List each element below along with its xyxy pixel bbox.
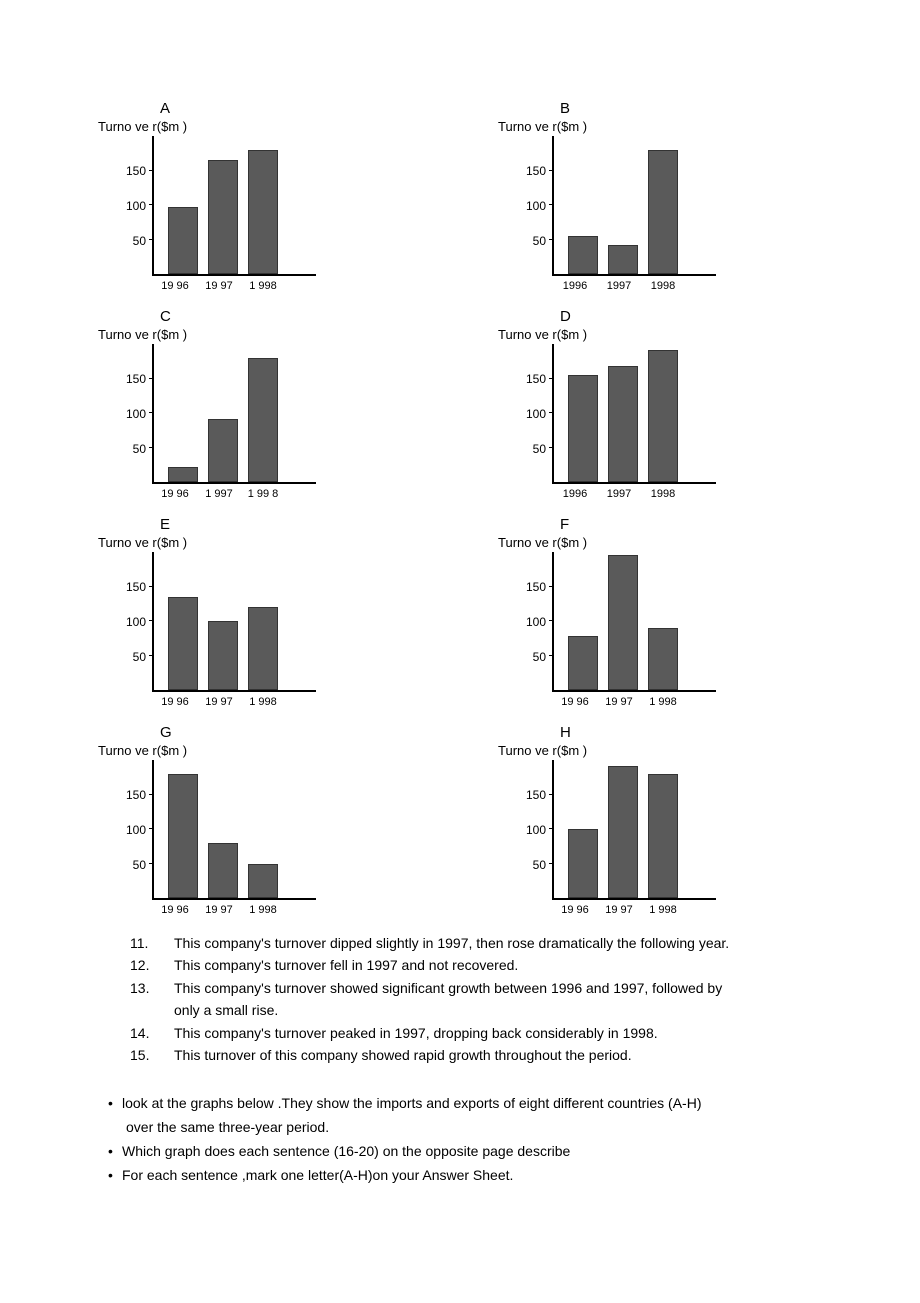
chart-letter: F	[490, 516, 830, 533]
x-axis-labels: 19 9619 971 998	[90, 904, 430, 916]
plot-area	[552, 552, 702, 692]
bar	[608, 766, 638, 898]
bar	[208, 160, 238, 274]
bar	[568, 636, 598, 690]
x-axis-labels: 19 9619 971 998	[490, 904, 830, 916]
chart-a: A Turno ve r($m ) 15010050 19 9619 971 998	[90, 100, 430, 298]
chart-e: E Turno ve r($m ) 15010050 19 9619 971 998	[90, 516, 430, 714]
plot-area	[552, 344, 702, 484]
instruction-line: For each sentence ,mark one letter(A-H)o…	[122, 1164, 513, 1188]
bar	[208, 843, 238, 898]
bar	[208, 621, 238, 690]
y-axis-label: Turno ve r($m )	[490, 119, 830, 134]
chart-letter: D	[490, 308, 830, 325]
y-axis-label: Turno ve r($m )	[90, 743, 430, 758]
plot-area	[152, 760, 302, 900]
bar	[648, 628, 678, 690]
question-number: 13.	[130, 977, 174, 999]
chart-h: H Turno ve r($m ) 15010050 19 9619 971 998	[490, 724, 830, 922]
question-number: 11.	[130, 932, 174, 954]
bar	[568, 375, 598, 482]
bar	[168, 774, 198, 898]
bullet-icon: •	[108, 1164, 122, 1188]
question-number: 14.	[130, 1022, 174, 1044]
question-text: This company's turnover fell in 1997 and…	[174, 954, 518, 976]
bar	[568, 236, 598, 274]
chart-letter: G	[90, 724, 430, 741]
bullet-icon: •	[108, 1140, 122, 1164]
question-text: This company's turnover peaked in 1997, …	[174, 1022, 658, 1044]
bar	[168, 207, 198, 274]
y-axis-ticks: 15010050	[520, 136, 552, 276]
chart-c: C Turno ve r($m ) 15010050 19 961 9971 99 8	[90, 308, 430, 506]
y-axis-ticks: 15010050	[120, 552, 152, 692]
x-axis-labels: 19 9619 971 998	[490, 696, 830, 708]
question-number: 12.	[130, 954, 174, 976]
instruction-line: over the same three-year period.	[90, 1116, 830, 1140]
question-row: 13.This company's turnover showed signif…	[90, 977, 830, 999]
y-axis-label: Turno ve r($m )	[490, 327, 830, 342]
y-axis-ticks: 15010050	[520, 760, 552, 900]
plot-area	[152, 344, 302, 484]
chart-d: D Turno ve r($m ) 15010050 199619971998	[490, 308, 830, 506]
question-row: 14.This company's turnover peaked in 199…	[90, 1022, 830, 1044]
bar	[248, 607, 278, 690]
x-axis-labels: 199619971998	[490, 488, 830, 500]
question-number: 15.	[130, 1044, 174, 1066]
bar	[648, 774, 678, 898]
question-text: This company's turnover showed significa…	[174, 977, 722, 999]
charts-grid: A Turno ve r($m ) 15010050 19 9619 971 998 B…	[90, 100, 830, 922]
y-axis-ticks: 15010050	[120, 344, 152, 484]
question-text: This turnover of this company showed rap…	[174, 1044, 632, 1066]
x-axis-labels: 19 9619 971 998	[90, 696, 430, 708]
x-axis-labels: 19 9619 971 998	[90, 280, 430, 292]
instruction-line: Which graph does each sentence (16-20) o…	[122, 1140, 570, 1164]
plot-area	[152, 552, 302, 692]
questions-list: 11.This company's turnover dipped slight…	[90, 932, 830, 1066]
question-text-cont: only a small rise.	[90, 999, 830, 1021]
bar	[208, 419, 238, 482]
bar	[648, 350, 678, 482]
y-axis-label: Turno ve r($m )	[490, 535, 830, 550]
x-axis-labels: 19 961 9971 99 8	[90, 488, 430, 500]
y-axis-label: Turno ve r($m )	[90, 327, 430, 342]
bar	[608, 366, 638, 482]
chart-letter: A	[90, 100, 430, 117]
instructions-block: • look at the graphs below .They show th…	[90, 1092, 830, 1187]
bar	[168, 467, 198, 482]
bar	[248, 150, 278, 274]
plot-area	[152, 136, 302, 276]
y-axis-label: Turno ve r($m )	[490, 743, 830, 758]
bar	[568, 829, 598, 898]
chart-letter: C	[90, 308, 430, 325]
chart-letter: H	[490, 724, 830, 741]
y-axis-label: Turno ve r($m )	[90, 119, 430, 134]
y-axis-ticks: 15010050	[520, 552, 552, 692]
chart-letter: B	[490, 100, 830, 117]
y-axis-label: Turno ve r($m )	[90, 535, 430, 550]
chart-g: G Turno ve r($m ) 15010050 19 9619 971 998	[90, 724, 430, 922]
question-row: 12.This company's turnover fell in 1997 …	[90, 954, 830, 976]
chart-f: F Turno ve r($m ) 15010050 19 9619 971 998	[490, 516, 830, 714]
plot-area	[552, 760, 702, 900]
bar	[248, 358, 278, 482]
y-axis-ticks: 15010050	[120, 136, 152, 276]
question-row: 11.This company's turnover dipped slight…	[90, 932, 830, 954]
chart-letter: E	[90, 516, 430, 533]
bullet-icon: •	[108, 1092, 122, 1116]
plot-area	[552, 136, 702, 276]
instruction-line: look at the graphs below .They show the …	[122, 1092, 701, 1116]
y-axis-ticks: 15010050	[520, 344, 552, 484]
chart-b: B Turno ve r($m ) 15010050 199619971998	[490, 100, 830, 298]
bar	[608, 555, 638, 690]
bar	[608, 245, 638, 274]
bar	[168, 597, 198, 690]
y-axis-ticks: 15010050	[120, 760, 152, 900]
question-row: 15.This turnover of this company showed …	[90, 1044, 830, 1066]
bar	[248, 864, 278, 899]
question-text: This company's turnover dipped slightly …	[174, 932, 729, 954]
x-axis-labels: 199619971998	[490, 280, 830, 292]
bar	[648, 150, 678, 274]
